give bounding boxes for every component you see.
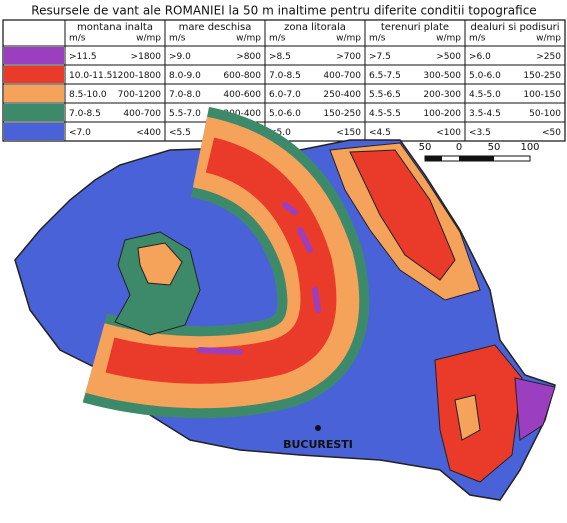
table-cell: <400 — [136, 128, 161, 138]
dobrogea-orange — [454, 394, 481, 441]
table-cell: 100-200 — [423, 109, 461, 119]
table-cell: <150 — [336, 128, 361, 138]
table-cell: 7.0-8.0 — [169, 90, 201, 100]
legend-swatch — [4, 47, 64, 64]
unit-header: m/s — [169, 34, 186, 44]
table-cell: 1200-1800 — [112, 71, 161, 81]
table-cell: <5.0 — [269, 128, 291, 138]
table-cell: 4.5-5.5 — [369, 109, 401, 119]
map: BUCURESTI — [14, 106, 556, 501]
group-header: terenuri plate — [381, 22, 449, 33]
table-cell: 5.0-6.0 — [269, 109, 301, 119]
table-cell: 600-800 — [223, 71, 261, 81]
table-cell: >1800 — [131, 52, 162, 62]
table-cell: 8.0-9.0 — [169, 71, 201, 81]
peak-purple — [282, 202, 298, 215]
unit-header: m/s — [69, 34, 86, 44]
table-cell: <5.5 — [169, 128, 191, 138]
table-cell: 400-700 — [323, 71, 361, 81]
unit-header: w/mp — [536, 34, 561, 44]
peak-purple — [312, 287, 321, 313]
scale-segment — [425, 156, 442, 161]
table-cell: 8.5-10.0 — [69, 90, 107, 100]
scale-label: 50 — [488, 142, 501, 153]
peak-purple — [297, 227, 313, 253]
legend-swatch — [4, 123, 64, 140]
table-cell: >9.0 — [169, 52, 191, 62]
table-cell: 100-150 — [523, 90, 561, 100]
table-cell: 150-250 — [323, 109, 361, 119]
scale-label: 100 — [520, 142, 539, 153]
table-cell: 7.0-8.5 — [269, 71, 301, 81]
table-cell: <3.5 — [469, 128, 491, 138]
table-cell: <7.0 — [69, 128, 91, 138]
table-cell: >700 — [336, 52, 361, 62]
table-cell: 5.5-6.5 — [369, 90, 401, 100]
legend-swatch — [4, 104, 64, 121]
table-cell: 3.5-4.5 — [469, 109, 501, 119]
scale-label: 50 — [419, 142, 432, 153]
peak-purple — [197, 347, 243, 355]
group-header: montana inalta — [77, 22, 153, 33]
map-title: Resursele de vant ale ROMANIEI la 50 m i… — [31, 4, 536, 18]
carpathian-red — [105, 137, 337, 384]
unit-header: m/s — [369, 34, 386, 44]
table-cell: 10.0-11.5 — [69, 71, 112, 81]
unit-header: m/s — [269, 34, 286, 44]
scale-bar: 50 0 50 100 — [419, 142, 540, 162]
table-cell: >11.5 — [69, 52, 97, 62]
table-cell: 4.5-5.0 — [469, 90, 501, 100]
dobrogea-red — [434, 344, 523, 483]
scale-segment — [459, 156, 494, 161]
table-cell: 7.0-8.5 — [69, 109, 101, 119]
table-cell: 150-250 — [523, 71, 561, 81]
region-red — [349, 149, 456, 281]
table-cell: 6.5-7.5 — [369, 71, 401, 81]
city-label: BUCURESTI — [283, 438, 353, 451]
table-cell: 300-500 — [423, 71, 461, 81]
table-cell: >250 — [536, 52, 561, 62]
unit-header: w/mp — [136, 34, 161, 44]
table-cell: 250-400 — [323, 90, 361, 100]
scale-label: 0 — [456, 142, 462, 153]
legend-swatch — [4, 85, 64, 102]
unit-header: w/mp — [336, 34, 361, 44]
table-cell: >800 — [236, 52, 261, 62]
table-cell: >7.5 — [369, 52, 391, 62]
table-cell: 400-700 — [123, 109, 161, 119]
delta-purple — [514, 377, 556, 441]
table-cell: 400-600 — [223, 90, 261, 100]
apuseni-orange — [137, 242, 183, 286]
unit-header: m/s — [469, 34, 486, 44]
unit-header: w/mp — [236, 34, 261, 44]
table-cell: 5.0-6.0 — [469, 71, 501, 81]
group-header: mare deschisa — [179, 22, 252, 33]
table-cell: 200-300 — [423, 90, 461, 100]
table-cell: >6.0 — [469, 52, 491, 62]
table-cell: 700-1200 — [118, 90, 162, 100]
table-cell: 5.5-7.0 — [169, 109, 201, 119]
unit-header: w/mp — [436, 34, 461, 44]
legend-swatch — [4, 66, 64, 83]
table-cell: 50-100 — [529, 109, 561, 119]
table-cell: >500 — [436, 52, 461, 62]
group-header: zona litorala — [284, 22, 346, 33]
table-cell: 200-400 — [223, 109, 261, 119]
table-cell: <50 — [542, 128, 561, 138]
table-cell: 6.0-7.0 — [269, 90, 301, 100]
table-cell: >8.5 — [269, 52, 291, 62]
city-dot — [315, 425, 321, 431]
table-cell: <4.5 — [369, 128, 391, 138]
group-header: dealuri si podisuri — [470, 22, 559, 33]
table-cell: <100 — [436, 128, 461, 138]
